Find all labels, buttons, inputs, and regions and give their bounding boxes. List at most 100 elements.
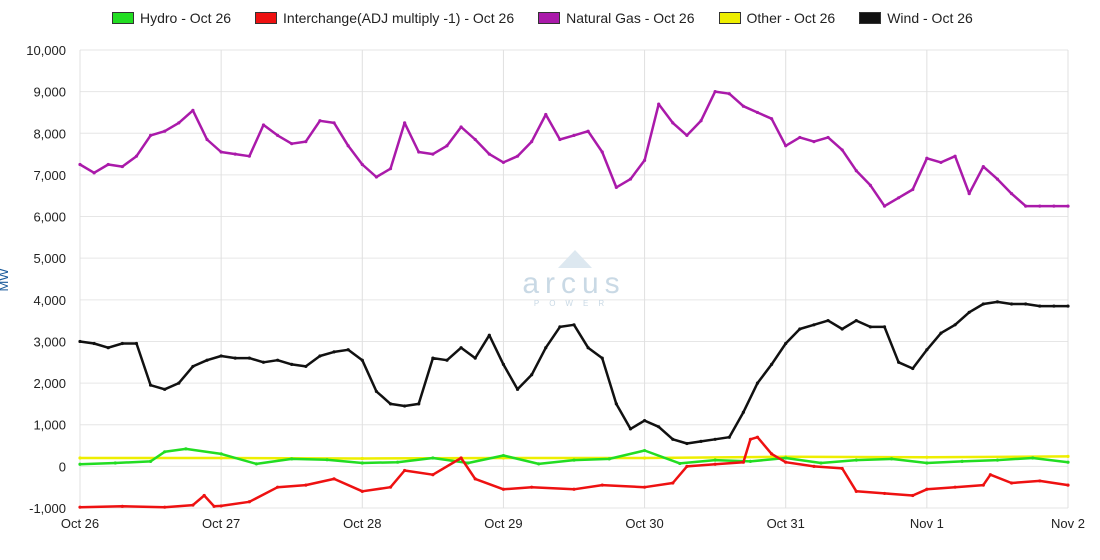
y-tick-label: -1,000 bbox=[29, 501, 66, 516]
data-point bbox=[600, 150, 604, 154]
y-axis-label: MW bbox=[0, 268, 11, 292]
data-point bbox=[431, 152, 435, 156]
data-point bbox=[642, 158, 647, 162]
data-point bbox=[445, 358, 449, 362]
data-point bbox=[388, 167, 393, 171]
data-point bbox=[261, 360, 266, 364]
data-point bbox=[290, 362, 294, 366]
legend-item[interactable]: Natural Gas - Oct 26 bbox=[538, 10, 695, 26]
data-point bbox=[417, 150, 421, 154]
data-point bbox=[826, 135, 830, 140]
data-point bbox=[741, 104, 745, 108]
data-point bbox=[530, 373, 534, 377]
data-point bbox=[770, 452, 774, 456]
data-point bbox=[184, 447, 188, 451]
data-point bbox=[466, 461, 470, 465]
y-tick-label: 4,000 bbox=[33, 293, 66, 308]
data-point bbox=[572, 487, 576, 491]
data-point bbox=[868, 325, 873, 329]
x-tick-label: Nov 1 bbox=[910, 516, 944, 531]
data-point bbox=[431, 356, 435, 360]
data-point bbox=[163, 387, 167, 391]
legend-label: Interchange(ADJ multiply -1) - Oct 26 bbox=[283, 10, 515, 26]
data-point bbox=[78, 505, 82, 509]
data-point bbox=[642, 456, 647, 460]
data-point bbox=[276, 133, 280, 137]
data-point bbox=[1066, 304, 1070, 308]
data-point bbox=[840, 148, 844, 152]
data-point bbox=[473, 477, 477, 481]
data-point bbox=[1066, 204, 1070, 208]
data-point bbox=[854, 489, 858, 493]
data-point bbox=[403, 468, 407, 473]
data-point bbox=[445, 144, 449, 148]
data-point bbox=[247, 500, 251, 504]
legend-swatch bbox=[112, 12, 134, 24]
y-tick-label: 2,000 bbox=[33, 376, 66, 391]
x-tick-label: Oct 27 bbox=[202, 516, 240, 531]
data-point bbox=[798, 135, 802, 140]
series-line bbox=[79, 90, 1068, 208]
data-point bbox=[212, 504, 216, 508]
data-point bbox=[1031, 456, 1035, 460]
data-point bbox=[642, 485, 647, 489]
data-point bbox=[911, 366, 915, 371]
legend-item[interactable]: Wind - Oct 26 bbox=[859, 10, 973, 26]
data-point bbox=[78, 162, 82, 167]
data-point bbox=[92, 341, 96, 346]
legend-item[interactable]: Other - Oct 26 bbox=[718, 10, 836, 26]
data-point bbox=[995, 458, 1000, 462]
data-point bbox=[671, 481, 675, 485]
data-point bbox=[840, 466, 844, 471]
data-point bbox=[374, 389, 378, 394]
data-point bbox=[290, 457, 294, 461]
x-tick-label: Oct 31 bbox=[767, 516, 805, 531]
data-point bbox=[537, 462, 541, 466]
y-tick-label: 1,000 bbox=[33, 418, 66, 433]
series-line bbox=[79, 300, 1068, 445]
data-point bbox=[247, 154, 251, 158]
data-point bbox=[586, 346, 590, 350]
data-point bbox=[981, 302, 985, 306]
legend-swatch bbox=[718, 12, 741, 24]
data-point bbox=[163, 450, 167, 454]
legend-label: Other - Oct 26 bbox=[746, 10, 836, 26]
data-point bbox=[925, 461, 929, 465]
data-point bbox=[332, 121, 336, 125]
data-point bbox=[544, 346, 548, 350]
data-point bbox=[960, 459, 964, 463]
data-point bbox=[642, 418, 647, 423]
data-point bbox=[925, 455, 929, 459]
data-point bbox=[586, 129, 590, 133]
y-tick-label: 7,000 bbox=[33, 168, 66, 183]
data-point bbox=[360, 456, 364, 461]
data-point bbox=[254, 462, 259, 466]
data-point bbox=[163, 129, 167, 133]
data-point bbox=[699, 439, 703, 443]
data-point bbox=[205, 137, 209, 142]
data-point bbox=[911, 493, 915, 498]
data-point bbox=[600, 356, 604, 360]
data-point bbox=[925, 348, 929, 352]
data-point bbox=[614, 402, 618, 406]
data-point bbox=[995, 177, 1000, 181]
data-point bbox=[1066, 454, 1070, 458]
legend-item[interactable]: Interchange(ADJ multiply -1) - Oct 26 bbox=[255, 10, 514, 26]
data-point bbox=[1009, 302, 1014, 306]
data-point bbox=[1038, 479, 1042, 483]
data-point bbox=[953, 485, 957, 489]
data-point bbox=[572, 458, 576, 462]
data-point bbox=[120, 164, 124, 169]
data-point bbox=[1009, 192, 1014, 196]
data-point bbox=[163, 505, 167, 509]
data-point bbox=[148, 133, 153, 137]
watermark: arcus POWER bbox=[522, 250, 620, 308]
data-point bbox=[671, 121, 675, 125]
data-point bbox=[318, 119, 322, 123]
data-point bbox=[840, 327, 844, 331]
data-point bbox=[607, 457, 611, 461]
data-point bbox=[233, 356, 237, 360]
data-point bbox=[325, 458, 329, 462]
data-point bbox=[713, 90, 717, 94]
legend-item[interactable]: Hydro - Oct 26 bbox=[112, 10, 231, 26]
